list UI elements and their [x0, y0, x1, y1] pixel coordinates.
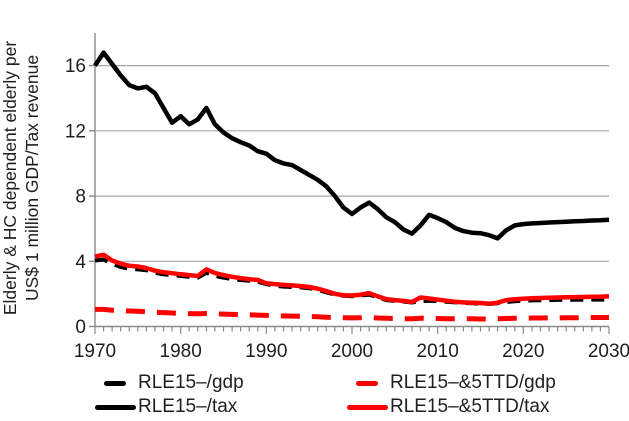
legend-marker-red-solid [347, 404, 388, 410]
y-tick-label-8: 8 [75, 187, 86, 208]
y-tick-label-16: 16 [65, 56, 86, 77]
legend-label: RLE15–/tax [138, 396, 238, 417]
x-tick-label-2000: 2000 [331, 341, 373, 362]
x-tick-label-1970: 1970 [74, 341, 116, 362]
legend-item-rle15-5ttd-tax: RLE15–&5TTD/tax [347, 395, 549, 419]
legend-item-rle15-gdp: RLE15–/gdp [95, 371, 244, 395]
legend-label: RLE15–&5TTD/gdp [390, 372, 556, 393]
x-tick-label-2010: 2010 [417, 341, 459, 362]
legend-marker-black-solid [95, 404, 136, 410]
y-tick-label-4: 4 [75, 252, 86, 273]
x-tick-label-2020: 2020 [502, 341, 544, 362]
legend-item-rle15-5ttd-gdp: RLE15–&5TTD/gdp [347, 371, 556, 395]
y-tick-label-12: 12 [65, 121, 86, 142]
legend-label: RLE15–&5TTD/tax [390, 396, 550, 417]
y-tick-label-0: 0 [75, 317, 86, 338]
series-line-2 [95, 306, 609, 322]
legend-marker-black-dashed [95, 380, 136, 386]
x-tick-label-2030: 2030 [588, 341, 629, 362]
legend-label: RLE15–/gdp [138, 372, 244, 393]
series-line-3 [93, 50, 610, 241]
series-line-4 [94, 252, 610, 306]
y-axis-title-line-2: US$ 1 million GDP/Tax revenue [22, 55, 42, 301]
legend-item-rle15-tax: RLE15–/tax [95, 395, 237, 419]
y-axis-title-line-1: Elderly & HC dependent elderly per [0, 41, 20, 315]
x-tick-label-1980: 1980 [160, 341, 202, 362]
legend-marker-red-dashed [347, 380, 388, 386]
x-tick-label-1990: 1990 [245, 341, 287, 362]
